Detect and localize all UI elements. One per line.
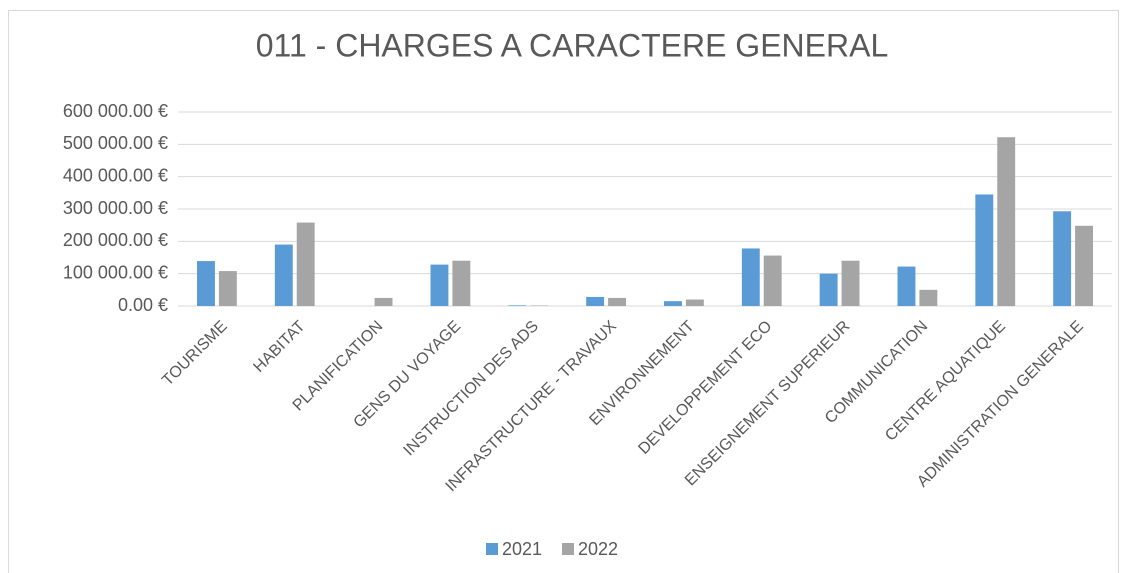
bar — [1053, 211, 1072, 306]
bar — [197, 261, 215, 306]
bar — [819, 273, 838, 306]
bar — [741, 248, 760, 306]
bar — [763, 255, 782, 306]
legend-label: 2022 — [578, 539, 618, 559]
bar — [296, 222, 315, 306]
bar — [608, 297, 626, 306]
bar — [430, 264, 449, 306]
bar — [841, 260, 860, 306]
legend-swatch — [562, 543, 574, 555]
y-tick-label: 600 000.00 € — [63, 101, 168, 121]
legend-swatch — [486, 543, 498, 555]
y-tick-label: 300 000.00 € — [63, 198, 168, 218]
bar — [975, 194, 994, 306]
bar — [452, 260, 471, 306]
bar — [997, 137, 1016, 306]
bar — [1075, 225, 1093, 306]
y-tick-label: 400 000.00 € — [63, 165, 168, 185]
bar — [586, 296, 605, 306]
bar — [664, 301, 682, 306]
legend-label: 2021 — [502, 539, 542, 559]
y-tick-label: 500 000.00 € — [63, 133, 168, 153]
bar — [685, 299, 704, 306]
bar — [919, 289, 938, 306]
bar — [374, 297, 393, 306]
bar — [218, 271, 237, 306]
y-tick-label: 0.00 € — [118, 295, 168, 315]
bar — [508, 305, 527, 306]
y-tick-label: 100 000.00 € — [63, 262, 168, 282]
bar — [897, 266, 916, 306]
chart-title: 011 - CHARGES A CARACTERE GENERAL — [256, 27, 888, 63]
chart-frame — [8, 10, 1119, 573]
bar — [274, 244, 293, 306]
y-tick-label: 200 000.00 € — [63, 230, 168, 250]
